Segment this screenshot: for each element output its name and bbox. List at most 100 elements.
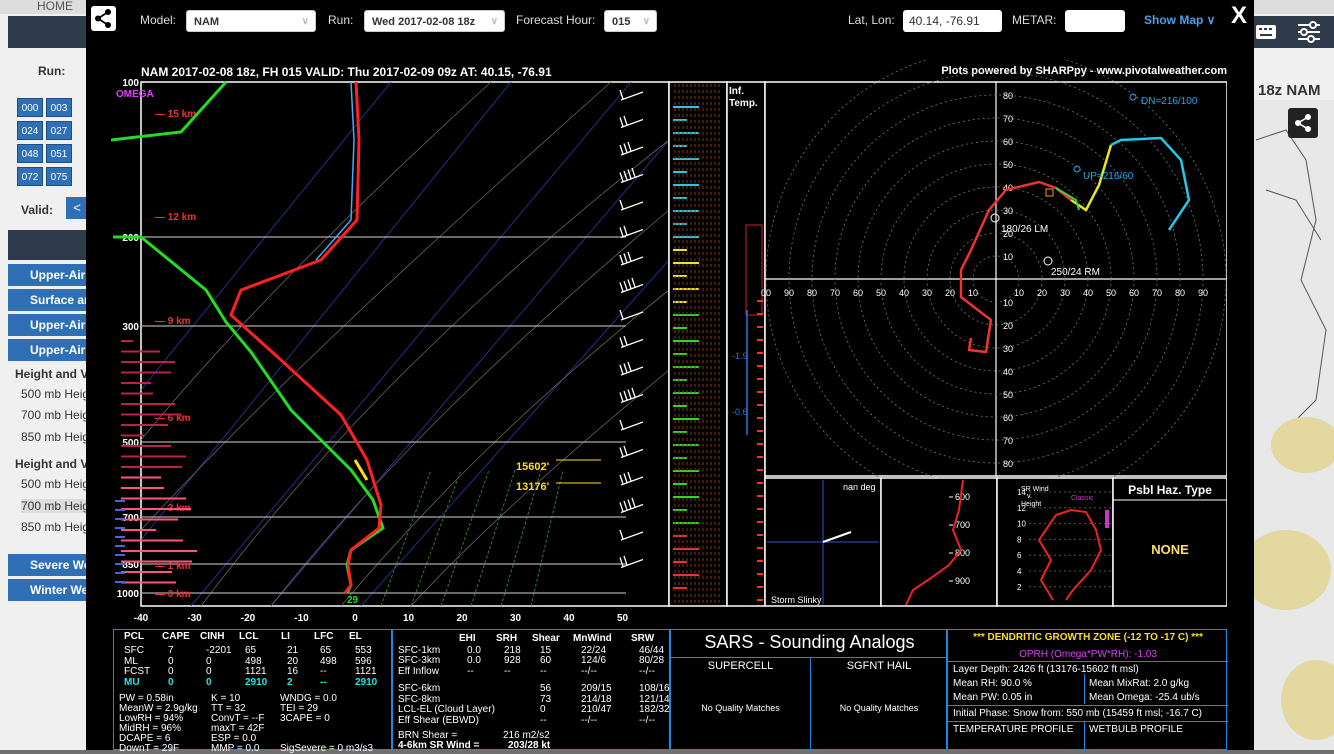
hour-button[interactable]: 027 bbox=[46, 121, 72, 140]
classic-label: Classic bbox=[1071, 495, 1094, 502]
inf-bar bbox=[673, 522, 699, 524]
inf-bar bbox=[673, 392, 699, 394]
map-share-button[interactable] bbox=[1288, 108, 1318, 138]
inf-red-bar bbox=[757, 521, 763, 523]
product-link[interactable]: 700 mb Heig bbox=[21, 408, 90, 422]
sr-wind-label: v. bbox=[1027, 493, 1032, 500]
menu-severe[interactable]: Severe We bbox=[8, 554, 88, 576]
latlon-label: Lat, Lon: bbox=[848, 13, 895, 27]
srw-tick: 12 bbox=[1017, 504, 1026, 513]
menu-surface[interactable]: Surface ar bbox=[8, 289, 88, 311]
brn-label: BRN Shear = bbox=[398, 730, 458, 741]
barb-staff bbox=[620, 256, 644, 266]
skewt-mixing-ratio bbox=[380, 469, 564, 607]
dgz-mixrat: Mean MixRat: 2.0 g/kg bbox=[1089, 678, 1190, 689]
thermo-misc-cell: SigSevere = 0 m3/s3 bbox=[280, 743, 374, 754]
temp-profile-label: TEMPERATURE PROFILE bbox=[953, 724, 1074, 735]
hour-button[interactable]: 072 bbox=[17, 167, 43, 186]
keyboard-icon[interactable] bbox=[1255, 24, 1277, 40]
latlon-input[interactable]: 40.14, -76.91 bbox=[903, 10, 1002, 32]
barb-flag bbox=[619, 557, 624, 567]
wind-barb bbox=[619, 115, 644, 129]
menu-upper-air[interactable]: Upper-Air bbox=[8, 339, 88, 361]
wind-barb bbox=[619, 141, 644, 156]
product-link[interactable]: 850 mb Heig bbox=[21, 520, 90, 534]
thermo-cell: 16 bbox=[287, 666, 299, 677]
inf-bar bbox=[673, 171, 687, 173]
settings-sliders-icon[interactable] bbox=[1296, 20, 1322, 44]
dgz-omega: Mean Omega: -25.4 ub/s bbox=[1089, 692, 1200, 703]
inf-red-bar bbox=[757, 417, 763, 419]
barb-flag bbox=[627, 169, 632, 179]
thermo-cell: 1121 bbox=[355, 666, 377, 677]
thermo-header-cell: CAPE bbox=[162, 631, 190, 642]
kin-cell: SFC-1km bbox=[398, 645, 441, 656]
barb-flag bbox=[623, 225, 628, 236]
run-select[interactable]: Wed 2017-02-08 18z ∨ bbox=[364, 10, 505, 32]
menu-winter[interactable]: Winter We bbox=[8, 579, 88, 601]
inf-bar bbox=[673, 483, 687, 485]
menu-upper-air[interactable]: Upper-Air bbox=[8, 314, 88, 336]
product-link[interactable]: 850 mb Heig bbox=[21, 430, 90, 444]
thermo-cell: 596 bbox=[355, 655, 372, 667]
sars-hail: SGFNT HAIL bbox=[846, 660, 912, 672]
pressure-label: 100 bbox=[122, 78, 139, 89]
close-button[interactable]: X bbox=[1231, 2, 1248, 29]
hour-button[interactable]: 048 bbox=[17, 144, 43, 163]
height-label: — 15 km bbox=[155, 109, 196, 120]
hodo-x-label: 80 bbox=[1175, 288, 1185, 298]
inf-red-bar bbox=[757, 508, 763, 510]
barb-flag bbox=[627, 141, 632, 152]
wind-barb bbox=[619, 199, 644, 211]
thermo-cell: 65 bbox=[245, 645, 257, 656]
hour-button[interactable]: 024 bbox=[17, 121, 43, 140]
model-select[interactable]: NAM ∨ bbox=[186, 10, 316, 32]
product-link[interactable]: 700 mb Heig bbox=[21, 499, 90, 513]
thermo-misc-cell: MidRH = 96% bbox=[119, 723, 181, 734]
barb-flag bbox=[627, 361, 632, 372]
hodo-x-label: 20 bbox=[945, 288, 955, 298]
hour-button[interactable]: 075 bbox=[46, 167, 72, 186]
wind-barb bbox=[619, 277, 644, 294]
map-preview[interactable] bbox=[1246, 100, 1334, 750]
home-link[interactable]: HOME bbox=[37, 0, 73, 13]
omega-bar bbox=[121, 361, 175, 363]
product-link[interactable]: 500 mb Heig bbox=[21, 387, 90, 401]
barb-flag bbox=[619, 254, 624, 265]
hodo-ring-label: 40 bbox=[1003, 183, 1013, 193]
barb-flag bbox=[627, 471, 632, 482]
metar-input[interactable] bbox=[1065, 10, 1125, 32]
thermo-cell: SFC bbox=[124, 645, 144, 656]
hodo-x-label: 10 bbox=[1014, 288, 1024, 298]
omega-bar bbox=[121, 508, 191, 510]
show-map-toggle[interactable]: Show Map ∨ bbox=[1144, 13, 1216, 27]
hour-button[interactable]: 003 bbox=[46, 98, 72, 117]
menu-upper-air[interactable]: Upper-Air bbox=[8, 264, 88, 286]
thermo-misc-cell: DownT = 29F bbox=[119, 743, 180, 754]
inf-red-bar bbox=[757, 586, 763, 588]
barb-flag bbox=[623, 390, 628, 401]
forecast-hour-select[interactable]: 015 ∨ bbox=[604, 10, 657, 32]
skewt-dry-adiabats bbox=[140, 81, 670, 607]
thermo-misc-cell: TEI = 29 bbox=[280, 703, 319, 714]
hodo-rm-label: 250/24 RM bbox=[1051, 267, 1100, 278]
theta-e-profile bbox=[905, 479, 964, 606]
wind-barb bbox=[619, 529, 644, 541]
inf-bar bbox=[673, 509, 687, 511]
hodo-ring-label: 30 bbox=[1003, 344, 1013, 354]
kin-cell: 121/14 bbox=[639, 694, 670, 705]
hour-button[interactable]: 000 bbox=[17, 98, 43, 117]
dgz-mean-rh: Mean RH: 90.0 % bbox=[953, 678, 1032, 689]
hour-button[interactable]: 051 bbox=[46, 144, 72, 163]
barb-staff bbox=[620, 283, 644, 294]
share-button[interactable] bbox=[91, 6, 116, 31]
barb-staff bbox=[620, 146, 644, 156]
omega-bar bbox=[121, 392, 153, 395]
thermo-cell: 0 bbox=[168, 676, 174, 688]
prev-button[interactable]: < bbox=[66, 197, 88, 219]
thermo-cell: 1121 bbox=[245, 666, 267, 677]
product-link[interactable]: 500 mb Heig bbox=[21, 477, 90, 491]
barb-flag bbox=[619, 199, 624, 210]
run-select-value: Wed 2017-02-08 18z bbox=[372, 16, 476, 28]
model-label: Model: bbox=[140, 13, 177, 27]
